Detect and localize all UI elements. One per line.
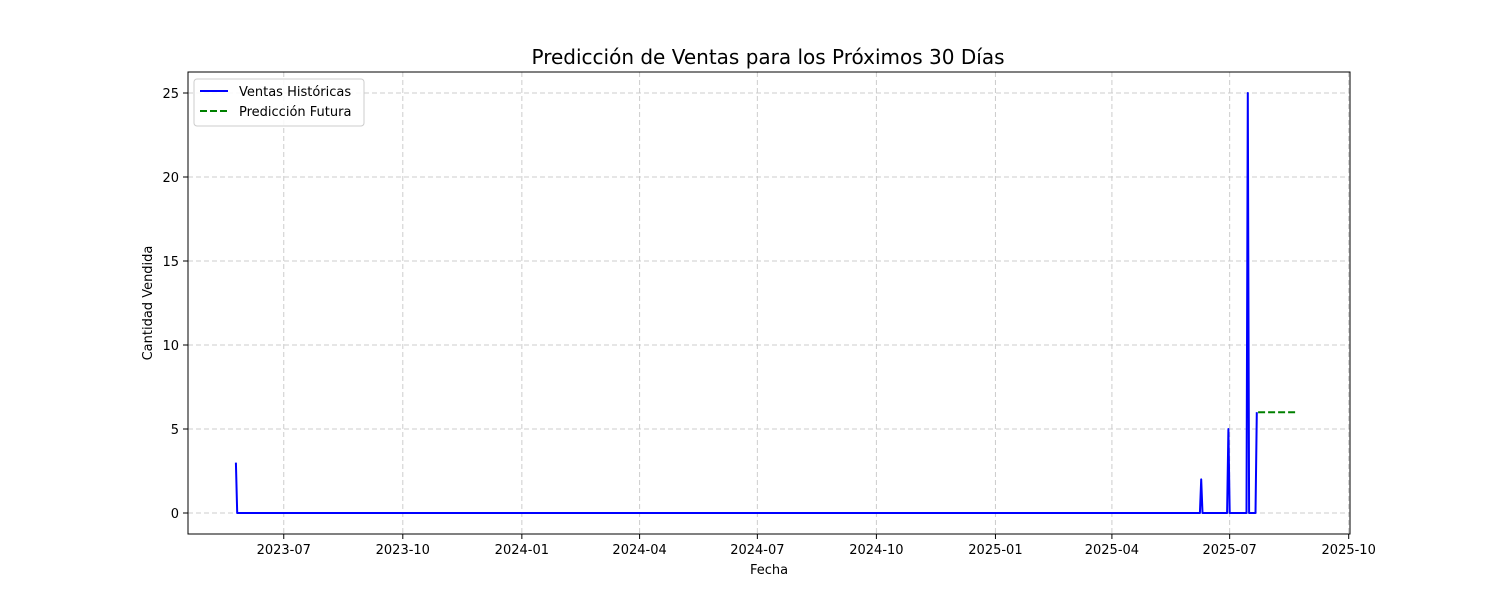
legend-box (193, 78, 365, 127)
x-axis: 2023-07 2023-10 2024-01 2024-04 2024-07 2024-… (257, 534, 1376, 558)
plot-frame (187, 71, 1351, 535)
legend-label-historicas: Ventas Históricas (239, 85, 351, 100)
series-layer (234, 92, 1296, 514)
x-tick-label: 2025-01 (968, 543, 1022, 558)
x-tick-label: 2023-07 (257, 543, 311, 558)
x-axis-label: Fecha (750, 563, 788, 578)
x-tick-label: 2025-07 (1202, 543, 1256, 558)
x-tick-label: 2025-10 (1322, 543, 1376, 558)
legend-label-prediccion: Predicción Futura (239, 105, 351, 120)
x-tick-label: 2025-04 (1085, 543, 1139, 558)
x-tick-label: 2024-07 (730, 543, 784, 558)
chart-title: Predicción de Ventas para los Próximos 3… (531, 45, 1004, 69)
y-axis: 0 5 10 15 20 25 (162, 87, 188, 522)
y-tick-label: 0 (171, 507, 179, 522)
x-tick-label: 2023-10 (376, 543, 430, 558)
series-line-historicas (234, 92, 1258, 514)
y-axis-label: Cantidad Vendida (141, 246, 156, 361)
y-tick-label: 15 (162, 255, 179, 270)
y-tick-label: 20 (162, 171, 179, 186)
y-tick-label: 5 (171, 423, 179, 438)
x-tick-label: 2024-10 (849, 543, 903, 558)
legend: Ventas Históricas Predicción Futura (193, 78, 365, 127)
x-tick-label: 2024-04 (612, 543, 666, 558)
x-tick-label: 2024-01 (495, 543, 549, 558)
y-tick-label: 25 (162, 87, 179, 102)
y-tick-label: 10 (162, 339, 179, 354)
